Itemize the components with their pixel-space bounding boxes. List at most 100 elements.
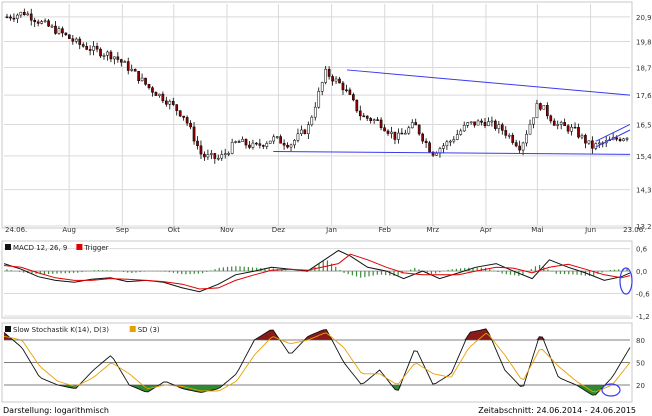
candle-body <box>234 141 237 143</box>
candle-body <box>577 127 580 138</box>
price-y-tick-label: 13,2 <box>636 223 652 231</box>
macd-legend: MACD 12, 26, 9 Trigger <box>5 244 109 252</box>
candle-body <box>158 93 161 96</box>
candle-body <box>487 121 490 126</box>
price-y-tick-label: 18,7 <box>636 64 652 72</box>
candle-body <box>33 19 37 23</box>
candle-body <box>248 144 251 148</box>
candle-body <box>68 34 71 39</box>
candle-body <box>348 89 352 95</box>
candle-body <box>542 105 546 110</box>
macd-y-tick-label: -1,2 <box>636 313 650 321</box>
candle-body <box>5 16 9 19</box>
candle-body <box>168 101 172 105</box>
candle-body <box>407 127 411 134</box>
candle-body <box>435 152 438 156</box>
candle-body <box>50 25 54 28</box>
price-x-tick-label: Feb <box>379 226 392 234</box>
candle-body <box>355 99 359 112</box>
candle-body <box>95 45 99 50</box>
candle-body <box>580 135 584 138</box>
price-grid <box>4 4 630 227</box>
candle-body <box>480 120 483 123</box>
candle-body <box>390 131 393 134</box>
candle-body <box>88 49 92 51</box>
candle-body <box>19 11 23 16</box>
price-x-tick-label: Nov <box>220 226 234 234</box>
candle-body <box>175 104 179 111</box>
candle-body <box>192 126 196 142</box>
candle-body <box>57 28 61 34</box>
stoch-legend-swatch <box>5 326 11 332</box>
candle-body <box>615 137 618 140</box>
candle-body <box>449 140 452 143</box>
trendline <box>273 150 631 155</box>
candle-body <box>61 28 64 34</box>
macd-y-tick-label: 0,0 <box>636 268 647 276</box>
price-x-ticks: 24.06. Aug Sep Okt Nov Dez Jan Feb Mrz Apr Mai Jun 2… <box>5 226 645 234</box>
candle-body <box>546 105 549 117</box>
candle-body <box>230 142 234 154</box>
candle-body <box>504 130 508 136</box>
macd-panel-frame <box>1 240 633 319</box>
candle-body <box>54 25 57 34</box>
candle-body <box>74 38 78 42</box>
price-y-tick-label: 17,6 <box>636 92 652 100</box>
candle-body <box>268 140 272 144</box>
candle-body <box>116 56 120 60</box>
macd-legend-swatch <box>76 244 83 250</box>
candle-body <box>587 140 591 144</box>
footer-left: Darstellung: logarithmisch <box>3 406 109 415</box>
footer-right: Zeitabschnitt: 24.06.2014 - 24.06.2015 <box>478 406 636 415</box>
candle-body <box>272 136 276 142</box>
candle-body <box>85 46 88 50</box>
candle-body <box>625 138 629 140</box>
candle-body <box>549 115 553 122</box>
candle-body <box>494 120 497 129</box>
macd-legend-swatch <box>5 244 11 250</box>
candle-body <box>182 115 185 118</box>
candle-body <box>310 116 314 125</box>
stoch-highlight-circle <box>601 383 621 397</box>
price-panel: 20,9 19,8 18,7 17,6 16,5 15,4 14,3 13,2 24.06. A… <box>1 1 652 234</box>
candle-body <box>476 120 480 126</box>
candle-body <box>462 125 466 132</box>
candle-body <box>500 124 504 131</box>
candle-body <box>445 141 449 147</box>
candle-body <box>213 153 217 159</box>
candle-body <box>161 93 165 102</box>
stoch-y-tick-label: 80 <box>636 337 645 345</box>
candle-body <box>92 45 95 51</box>
candle-body <box>352 94 355 101</box>
stoch-panel: 80 50 20 Slow Stochastik K(14), D(3) SD (3) <box>1 322 645 403</box>
macd-panel: 0,6 0,0 -0,6 -1,2 MACD 12, 26, 9 Trigger <box>1 240 650 321</box>
candle-body <box>459 130 463 135</box>
candle-body <box>293 140 296 146</box>
macd-lines <box>3 249 631 293</box>
candle-body <box>99 48 102 57</box>
candle-body <box>151 87 154 93</box>
price-y-tick-label: 16,5 <box>636 121 652 129</box>
candle-body <box>189 122 192 128</box>
candle-body <box>514 142 518 147</box>
candle-body <box>237 141 241 143</box>
price-y-tick-label: 19,8 <box>636 38 652 46</box>
candle-body <box>324 68 327 83</box>
macd-y-tick-label: 0,6 <box>636 246 648 254</box>
price-x-tick-label: 24.06. <box>5 226 27 234</box>
price-x-tick-label: Mrz <box>426 226 439 234</box>
candle-body <box>71 38 75 42</box>
candle-body <box>566 125 570 132</box>
candle-body <box>552 120 556 126</box>
candle-body <box>123 61 127 63</box>
macd-line <box>3 249 631 293</box>
candle-body <box>144 77 147 85</box>
stoch-legend: Slow Stochastik K(14), D(3) SD (3) <box>5 326 160 334</box>
candle-body <box>265 143 269 147</box>
candle-body <box>584 135 587 144</box>
price-x-tick-label: Sep <box>116 226 130 234</box>
candle-body <box>573 126 577 129</box>
candle-body <box>362 115 366 118</box>
price-y-tick-label: 14,3 <box>636 187 652 195</box>
candle-body <box>386 130 390 134</box>
